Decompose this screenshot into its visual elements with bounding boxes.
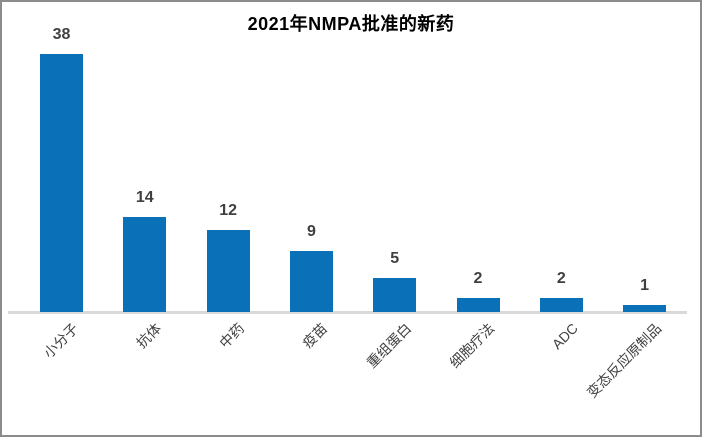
bar-value-label: 2	[556, 270, 566, 287]
bar	[289, 251, 333, 312]
bar	[206, 230, 250, 312]
bar	[623, 305, 667, 312]
x-axis-label: 疫苗	[299, 320, 331, 352]
bar-value-label: 12	[219, 202, 237, 219]
x-axis-line	[8, 311, 687, 314]
x-axis-label: 小分子	[39, 320, 81, 362]
bar-value-label: 38	[52, 26, 71, 43]
x-axis-label: 变态反应原制品	[583, 320, 664, 401]
bar	[373, 278, 417, 312]
bar	[539, 298, 583, 312]
bar	[123, 217, 167, 312]
bar	[456, 298, 500, 312]
chart-title: 2021年NMPA批准的新药	[247, 14, 455, 34]
bar-value-label: 14	[135, 189, 154, 206]
bar-value-label: 9	[306, 223, 316, 240]
bar-value-label: 1	[640, 277, 650, 294]
x-axis-label: 抗体	[133, 320, 165, 352]
bar-value-label: 5	[390, 250, 400, 267]
bar	[40, 54, 83, 312]
x-axis-label: 细胞疗法	[446, 320, 498, 371]
bar-value-label: 2	[473, 270, 483, 287]
x-axis-label: 中药	[216, 320, 248, 352]
x-axis-label: 重组蛋白	[363, 320, 415, 371]
x-axis-label: ADC	[548, 320, 581, 353]
